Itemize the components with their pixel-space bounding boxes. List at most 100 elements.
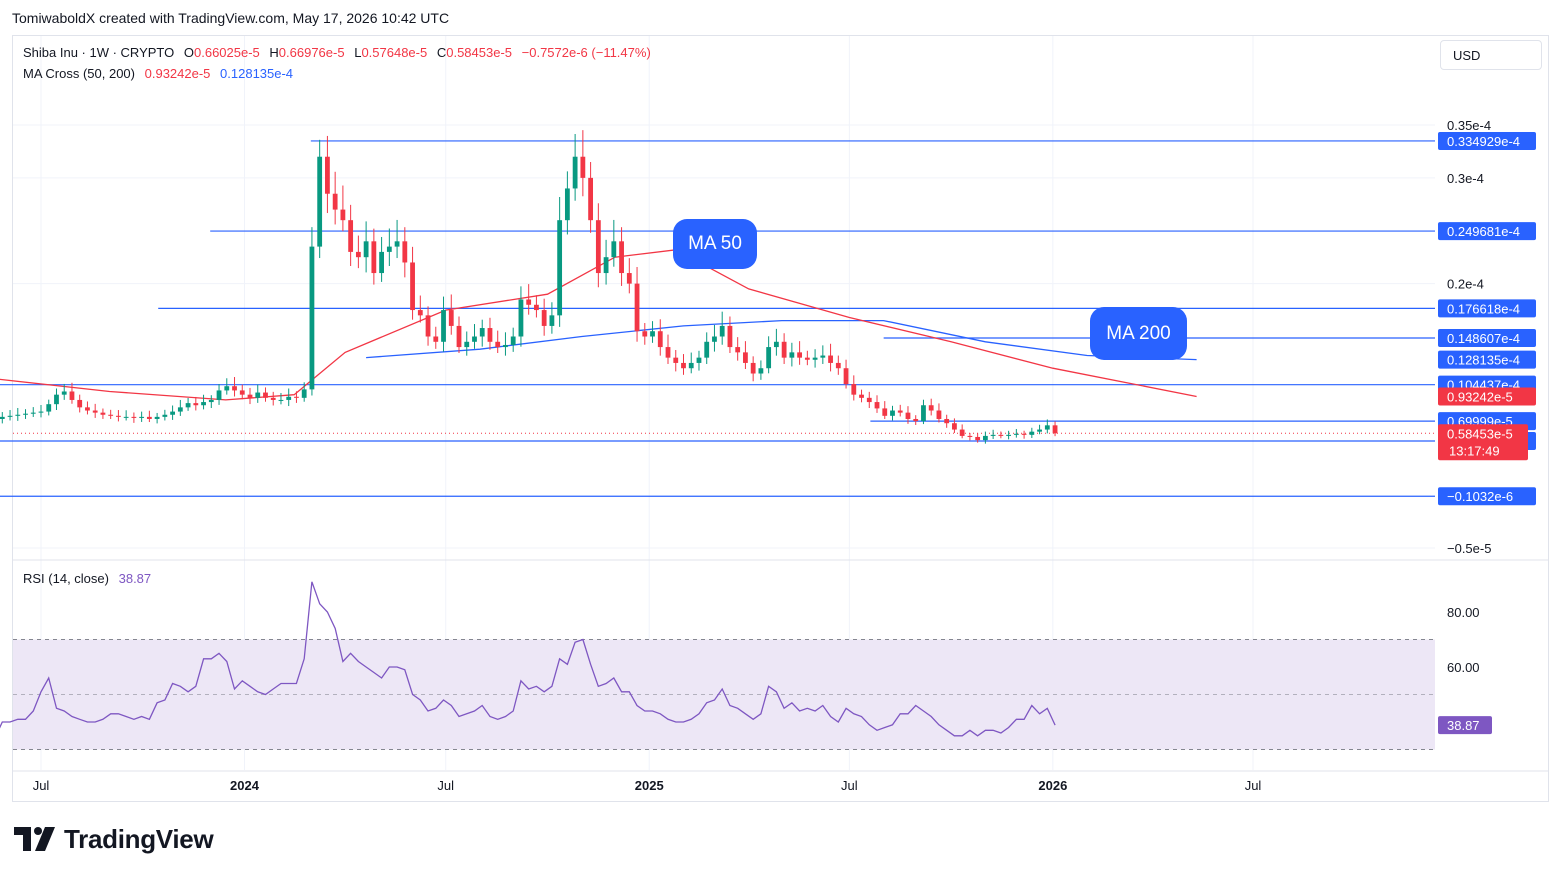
candles xyxy=(0,130,1058,444)
candle-body-101 xyxy=(773,341,779,348)
chart-frame xyxy=(12,35,1549,802)
candle-body-28 xyxy=(208,399,214,403)
candle-body-64 xyxy=(487,328,493,342)
axes: Jul 2024 Jul 2025 Jul 2026 Jul 0.35e-4 0.3e-4 0.2… xyxy=(33,118,1492,793)
price-tags: 0.334929e-40.249681e-40.176618e-40.10443… xyxy=(1438,131,1536,735)
ma200-tag-text: 0.128135e-4 xyxy=(1447,353,1520,368)
candle-body-40 xyxy=(301,389,307,398)
rsi-tick-label-1: 60.00 xyxy=(1447,660,1480,675)
candle-body-56 xyxy=(425,315,431,337)
ma-legend: MA Cross (50, 200) 0.93242e-5 0.128135e-… xyxy=(23,66,293,81)
ma200-tag-box xyxy=(1438,350,1536,369)
candle-body-61 xyxy=(464,341,470,348)
candle-body-119 xyxy=(913,418,919,422)
last-price-tag-box xyxy=(1438,424,1528,461)
close-value: 0.58453e-5 xyxy=(446,45,513,60)
candle-body-81 xyxy=(619,241,624,274)
candle-body-58 xyxy=(441,310,446,342)
candle-body-38 xyxy=(286,396,292,400)
candle-body-1 xyxy=(0,416,5,419)
level-tag-7-text: −0.1032e-6 xyxy=(1447,489,1513,504)
level-tag-0-text: 0.334929e-4 xyxy=(1447,134,1520,149)
candle-body-97 xyxy=(743,352,748,363)
level-tag-1-text: 0.249681e-4 xyxy=(1447,224,1520,239)
candle-body-102 xyxy=(781,341,787,358)
level-tag-2-box xyxy=(1438,299,1536,318)
symbol-title[interactable]: Shiba Inu · 1W · CRYPTO xyxy=(23,45,175,60)
candle-body-65 xyxy=(495,341,501,348)
candle-body-120 xyxy=(921,405,926,422)
level-tag-0-box xyxy=(1438,131,1536,150)
candle-body-135 xyxy=(1037,429,1042,432)
candle-body-105 xyxy=(804,357,810,360)
x-tick-label-0: Jul xyxy=(33,778,50,793)
candle-body-5 xyxy=(30,412,36,414)
rsi-tick-label-0: 80.00 xyxy=(1447,605,1480,620)
candle-body-23 xyxy=(170,411,175,415)
candle-body-50 xyxy=(379,251,384,274)
candle-body-37 xyxy=(278,399,284,401)
candle-body-116 xyxy=(890,410,895,416)
tradingview-wordmark: TradingView xyxy=(64,823,214,854)
candle-body-103 xyxy=(789,352,795,358)
candle-body-6 xyxy=(38,411,44,413)
candle-body-44 xyxy=(332,193,338,210)
candle-body-34 xyxy=(255,392,261,398)
candle-body-74 xyxy=(564,188,570,221)
candle-body-31 xyxy=(232,386,237,391)
candle-body-43 xyxy=(325,156,330,194)
x-tick-label-2: Jul xyxy=(437,778,454,793)
candle-body-19 xyxy=(139,416,145,418)
candle-body-62 xyxy=(472,336,477,342)
candle-body-35 xyxy=(263,392,268,398)
ma50-value: 0.93242e-5 xyxy=(144,66,211,81)
last-price-tag-text: 0.58453e-5 xyxy=(1447,426,1513,441)
ma50-tag-box xyxy=(1438,387,1536,406)
x-tick-label-1: 2024 xyxy=(230,778,260,793)
candle-body-24 xyxy=(177,407,183,412)
close-label: C xyxy=(436,45,447,60)
candle-body-133 xyxy=(1021,433,1027,435)
low-label: L xyxy=(354,45,362,60)
candle-body-53 xyxy=(402,241,408,263)
rsi-label[interactable]: RSI (14, close) xyxy=(23,571,109,586)
level-tag-7-box xyxy=(1438,487,1536,506)
candle-body-9 xyxy=(61,391,67,395)
ma50-line xyxy=(0,249,1197,401)
ma-cross-label[interactable]: MA Cross (50, 200) xyxy=(23,66,135,81)
candle-body-41 xyxy=(309,246,315,390)
candle-body-112 xyxy=(859,394,864,398)
ma50-path xyxy=(0,249,1197,401)
candle-body-63 xyxy=(479,328,485,337)
candle-body-124 xyxy=(952,423,957,430)
candle-body-87 xyxy=(665,347,671,358)
candle-body-16 xyxy=(116,415,121,417)
y-tick-label-0: 0.35e-4 xyxy=(1447,118,1491,133)
candle-body-13 xyxy=(92,410,98,413)
candle-body-36 xyxy=(270,397,276,400)
candle-body-49 xyxy=(371,241,377,274)
candle-body-20 xyxy=(146,416,152,419)
candle-body-89 xyxy=(681,362,686,369)
x-tick-label-6: Jul xyxy=(1245,778,1262,793)
candle-body-107 xyxy=(820,355,826,358)
rsi-band xyxy=(13,639,1435,750)
candle-body-99 xyxy=(758,368,764,374)
level-tag-2-text: 0.176618e-4 xyxy=(1447,301,1520,316)
currency-button[interactable]: USD xyxy=(1440,40,1542,70)
level-tag-extra-0-text: 0.148607e-4 xyxy=(1447,331,1520,346)
candle-body-22 xyxy=(162,414,168,417)
candle-body-33 xyxy=(247,394,253,398)
countdown-text: 13:17:49 xyxy=(1449,443,1500,458)
candle-body-122 xyxy=(936,410,942,419)
ma200-annotation[interactable]: MA 200 xyxy=(1090,307,1187,360)
candle-body-32 xyxy=(239,390,245,395)
candle-body-12 xyxy=(85,407,90,411)
open-value: 0.66025e-5 xyxy=(194,45,260,60)
candle-body-125 xyxy=(959,429,965,436)
ma50-annotation[interactable]: MA 50 xyxy=(673,219,757,269)
candle-body-108 xyxy=(828,355,833,363)
rsi-legend: RSI (14, close) 38.87 xyxy=(23,571,151,586)
tradingview-logo[interactable]: TradingView xyxy=(14,822,214,856)
